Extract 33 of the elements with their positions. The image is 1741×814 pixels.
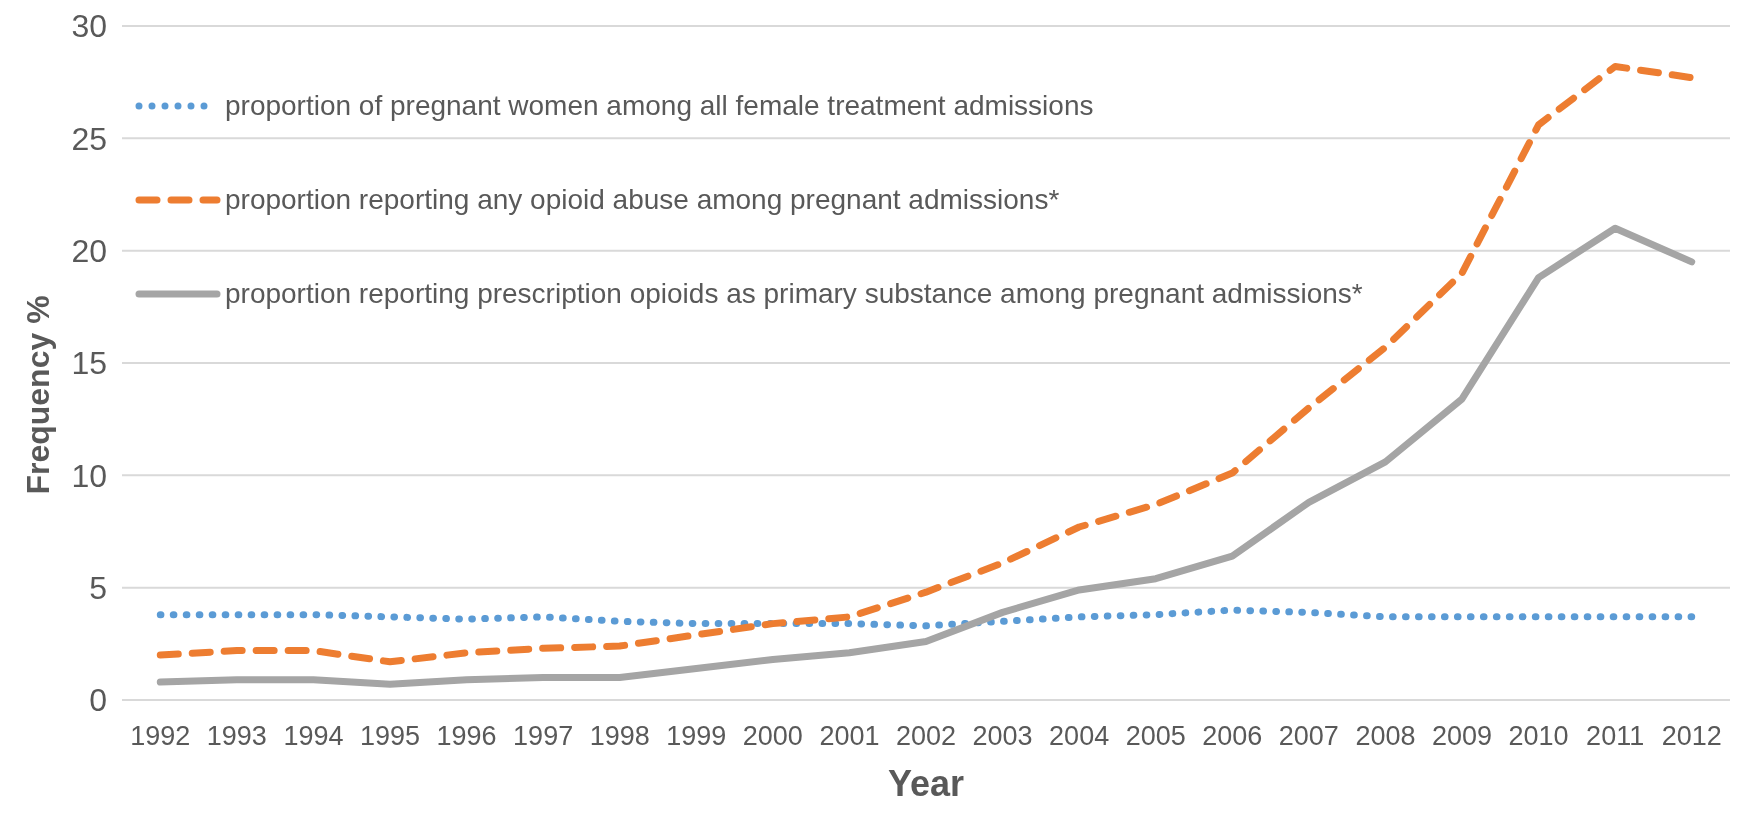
x-tick-label: 2012 xyxy=(1661,721,1722,752)
y-tick-label: 0 xyxy=(89,682,107,719)
legend-label: proportion of pregnant women among all female treatment admissions xyxy=(225,90,1094,122)
x-tick-label: 1998 xyxy=(589,721,650,752)
y-tick-label: 15 xyxy=(71,345,107,382)
y-tick-label: 5 xyxy=(89,570,107,607)
x-tick-label: 2009 xyxy=(1431,721,1493,752)
legend-label: proportion reporting prescription opioids as primary substance among pregnant admissions* xyxy=(225,278,1363,310)
x-tick-label: 1999 xyxy=(666,721,727,752)
x-tick-label: 2001 xyxy=(819,721,880,752)
y-tick-label: 20 xyxy=(71,233,107,270)
x-tick-label: 2008 xyxy=(1355,721,1416,752)
x-axis-title: Year xyxy=(887,762,965,804)
x-tick-label: 1994 xyxy=(283,721,344,752)
y-tick-label: 30 xyxy=(71,8,107,45)
x-tick-label: 1992 xyxy=(130,721,191,752)
x-tick-label: 2000 xyxy=(742,721,803,752)
x-tick-label: 2002 xyxy=(895,721,957,752)
x-tick-label: 2005 xyxy=(1125,721,1186,752)
x-tick-label: 1997 xyxy=(513,721,574,752)
y-tick-label: 25 xyxy=(71,120,107,157)
x-tick-label: 2003 xyxy=(972,721,1033,752)
x-tick-label: 2004 xyxy=(1049,721,1110,752)
y-tick-label: 10 xyxy=(71,457,107,494)
legend-label: proportion reporting any opioid abuse among pregnant admissions* xyxy=(225,184,1060,216)
x-tick-label: 2006 xyxy=(1202,721,1263,752)
x-tick-label: 2010 xyxy=(1508,721,1569,752)
y-axis-title: Frequency % xyxy=(20,295,56,495)
x-tick-label: 2007 xyxy=(1278,721,1339,752)
x-tick-label: 2011 xyxy=(1586,721,1645,752)
x-tick-label: 1995 xyxy=(359,721,421,752)
x-tick-label: 1993 xyxy=(206,721,267,752)
x-tick-label: 1996 xyxy=(436,721,497,752)
